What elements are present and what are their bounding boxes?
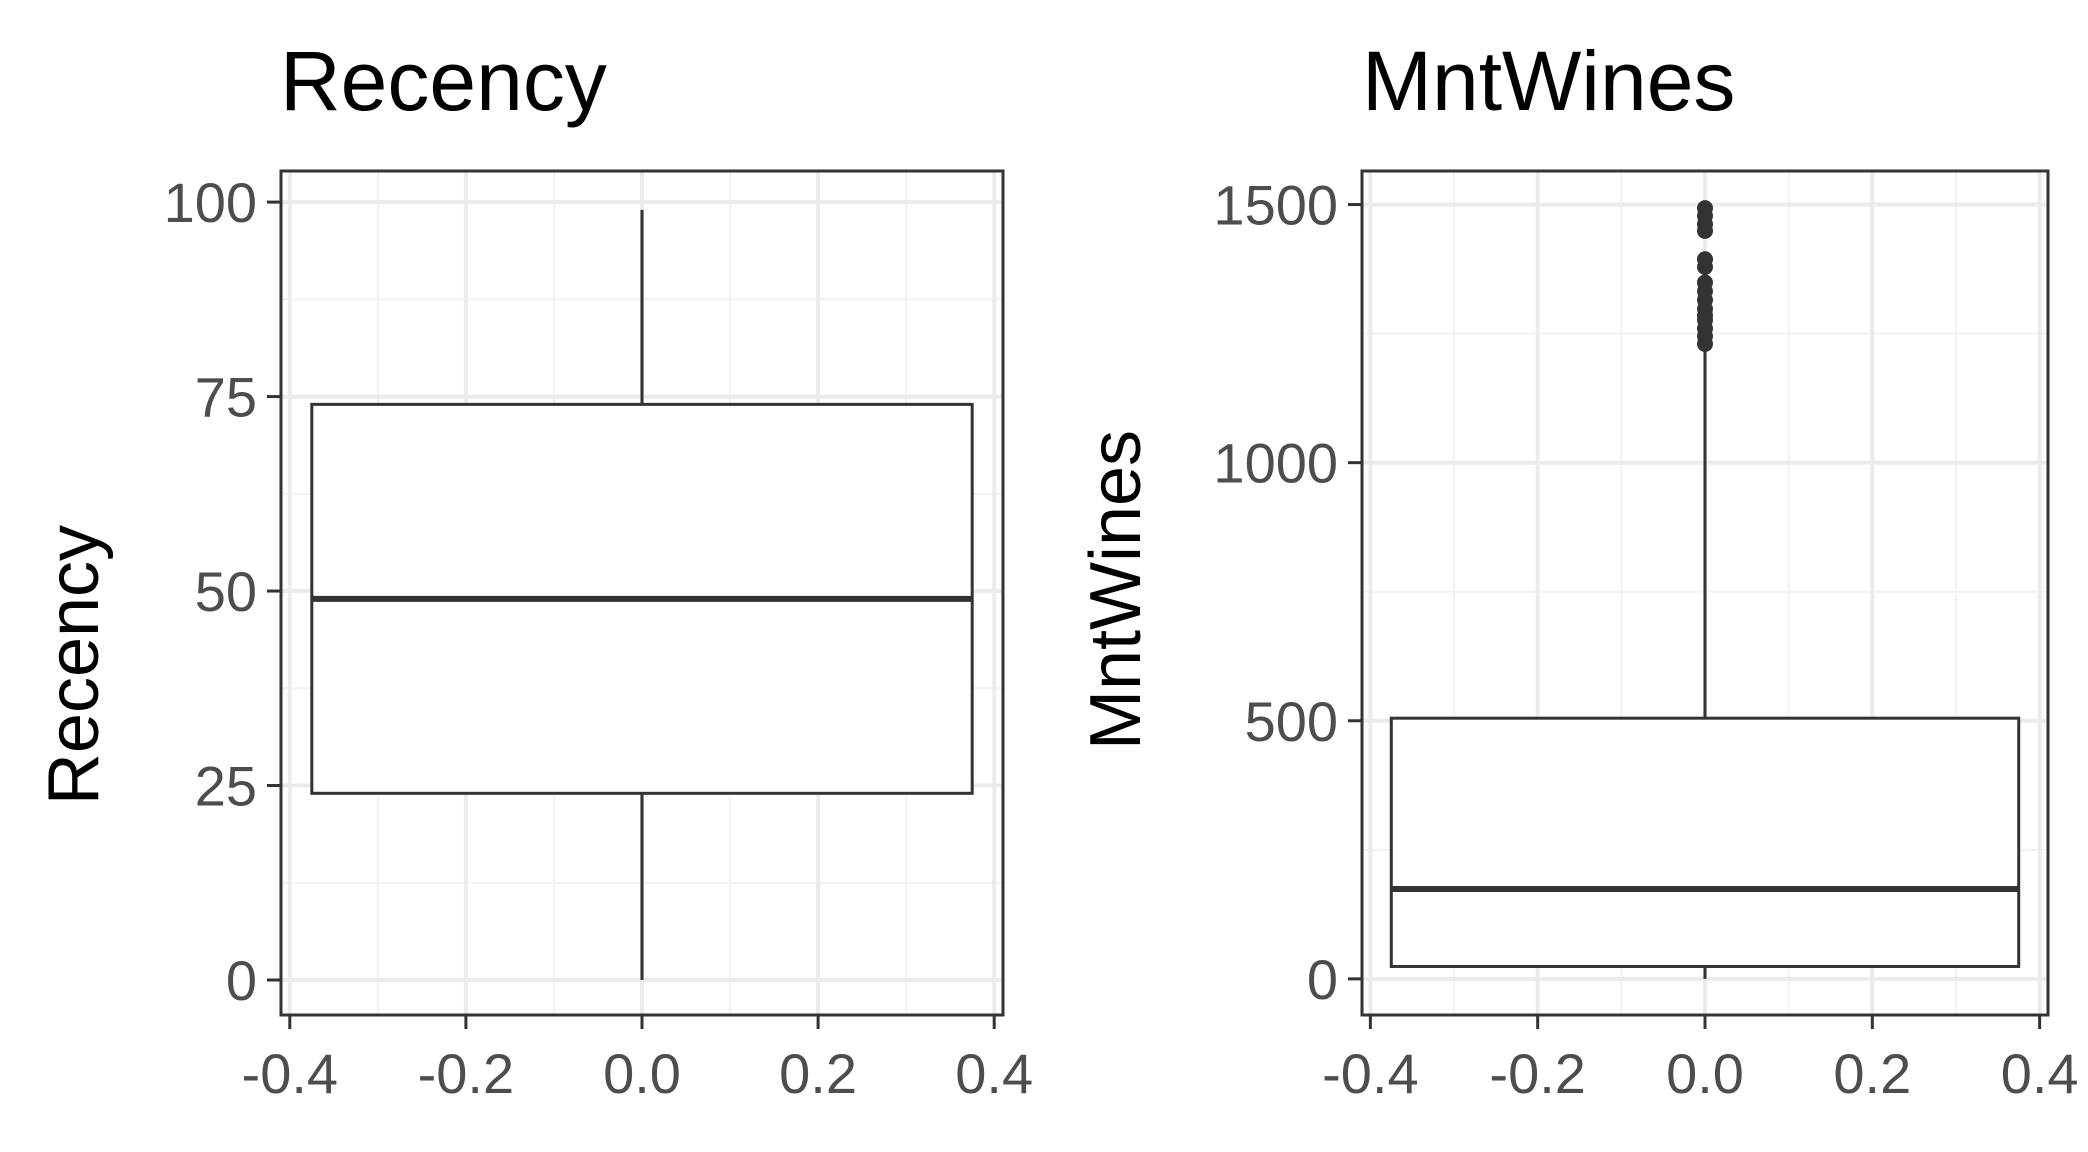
recency-y-tick-label: 25 [195, 755, 257, 818]
mntwines-panel: MntWines MntWines -0.4 -0.2 0.0 0.2 0.4 0 500 1… [1076, 34, 2079, 1105]
mntwines-chart-title: MntWines [1362, 34, 1735, 128]
recency-x-tick-label: -0.4 [242, 1042, 339, 1105]
mntwines-x-tick-label: 0.4 [2001, 1042, 2079, 1105]
mntwines-plot-area: -0.4 -0.2 0.0 0.2 0.4 0 500 1000 1500 [1213, 169, 2079, 1105]
mntwines-y-tick-label: 1500 [1213, 174, 1338, 237]
recency-x-tick-label: 0.4 [955, 1042, 1033, 1105]
mntwines-outlier-point [1697, 251, 1713, 268]
recency-x-tick-label: 0.0 [603, 1042, 681, 1105]
recency-y-tick-label: 50 [195, 560, 257, 623]
recency-chart-title: Recency [280, 34, 607, 128]
recency-y-tick-label: 75 [195, 366, 257, 429]
mntwines-outlier-point [1697, 200, 1713, 217]
recency-x-tick-label: -0.2 [418, 1042, 515, 1105]
mntwines-box [1389, 716, 2021, 968]
mntwines-x-tick-label: -0.2 [1489, 1042, 1586, 1105]
mntwines-x-tick-label: 0.0 [1666, 1042, 1744, 1105]
mntwines-outlier-point [1697, 274, 1713, 291]
recency-y-tick-label: 100 [164, 171, 257, 234]
mntwines-x-tick-label: -0.4 [1322, 1042, 1419, 1105]
mntwines-y-tick-label: 500 [1245, 690, 1338, 753]
recency-x-tick-label: 0.2 [779, 1042, 857, 1105]
recency-y-tick-label: 0 [226, 949, 257, 1012]
mntwines-y-tick-label: 1000 [1213, 432, 1338, 495]
recency-panel: Recency Recency -0.4 -0.2 0.0 0.2 0.4 0 25 50 75… [34, 34, 1033, 1105]
mntwines-y-tick-label: 0 [1307, 948, 1338, 1011]
recency-plot-area: -0.4 -0.2 0.0 0.2 0.4 0 25 50 75 100 [164, 169, 1033, 1105]
recency-y-axis-label: Recency [34, 525, 114, 805]
mntwines-x-tick-label: 0.2 [1833, 1042, 1911, 1105]
mntwines-y-axis-label: MntWines [1076, 430, 1156, 750]
